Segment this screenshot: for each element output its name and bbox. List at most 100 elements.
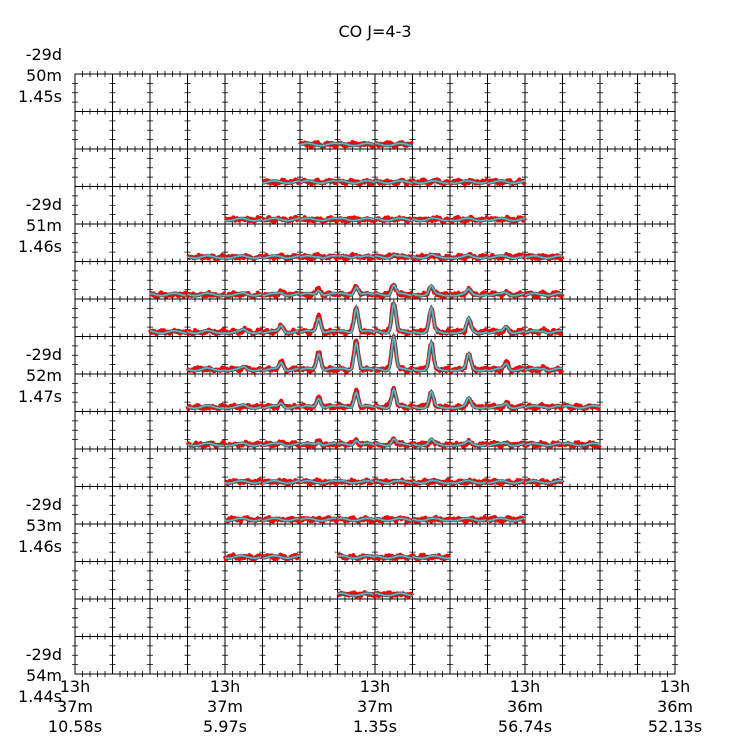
spectrum-panel <box>223 402 265 411</box>
model-spectrum-line <box>299 352 338 371</box>
model-spectrum-line <box>487 180 526 184</box>
model-spectrum-line <box>262 180 301 184</box>
model-spectrum-line <box>449 180 488 184</box>
spectrum-panel <box>485 359 527 374</box>
spectrum-panel <box>373 385 414 411</box>
model-spectrum-line <box>337 180 376 184</box>
model-spectrum-line <box>374 334 413 372</box>
x-tick-label: 10.58s <box>48 717 102 736</box>
spectrum-panel <box>298 438 339 449</box>
model-spectrum-line <box>337 592 376 597</box>
spectrum-panel <box>335 387 377 411</box>
spectrum-panel <box>410 177 452 187</box>
x-tick-label: 13h <box>210 677 241 696</box>
spectrum-panel <box>448 214 490 224</box>
model-spectrum-line <box>224 555 263 559</box>
spectrum-panel <box>523 289 565 299</box>
spectrum-panel <box>523 477 565 487</box>
x-tick-label: 13h <box>510 677 541 696</box>
model-spectrum-line <box>299 441 338 447</box>
model-spectrum-line <box>299 255 338 259</box>
model-spectrum-line <box>449 217 488 222</box>
spectrum-panel <box>260 552 302 562</box>
model-spectrum-line <box>412 284 451 297</box>
model-spectrum-line <box>299 397 338 409</box>
y-tick-label: -29d <box>26 45 62 64</box>
x-tick-label: 13h <box>60 677 91 696</box>
y-tick-label: 52m <box>26 366 62 385</box>
y-tick-label: 1.45s <box>18 87 62 106</box>
model-spectrum-outline <box>411 283 451 298</box>
grid-layer <box>72 71 678 677</box>
y-tick-label: -29d <box>26 345 62 364</box>
model-spectrum-line <box>299 289 338 297</box>
spectrum-panel <box>410 477 452 487</box>
spectrum-panel <box>486 289 527 299</box>
spectrum-panel <box>260 515 302 524</box>
x-tick-label: 5.97s <box>203 717 247 736</box>
spectrum-panel <box>335 437 377 449</box>
model-spectrum-line <box>262 324 301 335</box>
model-spectrum-line <box>449 479 488 484</box>
spectrum-panel <box>448 395 490 412</box>
model-spectrum-line <box>337 517 376 522</box>
model-spectrum-outline <box>337 304 376 335</box>
model-spectrum-line <box>337 555 376 559</box>
x-tick-label: 36m <box>657 697 693 716</box>
model-spectrum-line <box>487 291 526 297</box>
model-spectrum-line <box>374 180 413 184</box>
chart-title: CO J=4-3 <box>338 22 411 41</box>
spectrum-panel <box>486 214 527 224</box>
model-spectrum-line <box>524 480 563 484</box>
model-spectrum-line <box>374 592 413 597</box>
spectrum-panel <box>260 477 302 487</box>
spectrum-panel <box>373 552 414 562</box>
model-spectrum-line <box>449 440 488 447</box>
x-tick-label: 56.74s <box>498 717 552 736</box>
y-tick-label: -29d <box>26 195 62 214</box>
model-spectrum-line <box>412 253 451 259</box>
model-spectrum-line <box>412 180 451 184</box>
spectrum-panel <box>298 350 339 374</box>
y-tick-label: -29d <box>26 495 62 514</box>
spectrum-panel <box>410 437 452 450</box>
model-spectrum-line <box>187 292 226 297</box>
model-spectrum-line <box>487 517 526 522</box>
model-spectrum-line <box>412 555 451 559</box>
model-spectrum-line <box>337 340 376 371</box>
model-spectrum-line <box>374 517 413 522</box>
model-spectrum-outline <box>374 332 413 373</box>
spectrum-panel <box>298 515 340 524</box>
model-spectrum-line <box>337 142 376 147</box>
model-spectrum-line <box>299 480 338 484</box>
model-spectrum-line <box>412 438 451 447</box>
spectrum-panel <box>186 252 227 262</box>
spectra-layer <box>148 139 602 599</box>
spectrum-panel <box>186 327 227 337</box>
y-tick-label: 1.44s <box>18 687 62 706</box>
spectrum-panel <box>298 477 339 487</box>
model-spectrum-line <box>374 438 413 447</box>
model-spectrum-line <box>449 396 488 409</box>
model-spectrum-line <box>412 306 451 334</box>
spectrum-panel <box>410 388 452 411</box>
spectrum-panel <box>523 364 565 374</box>
model-spectrum-line <box>337 217 376 222</box>
model-spectrum-line <box>449 316 488 334</box>
spectrum-panel <box>373 177 415 187</box>
spectrum-panel <box>261 288 302 300</box>
model-spectrum-line <box>187 367 226 372</box>
y-tick-label: 51m <box>26 216 62 235</box>
model-spectrum-line <box>524 367 563 372</box>
model-spectrum-line <box>374 301 413 334</box>
x-tick-label: 52.13s <box>648 717 702 736</box>
spectrum-panel <box>298 140 340 149</box>
spectrum-panel <box>223 325 264 337</box>
spectrum-panel <box>373 140 414 149</box>
y-tick-label: 1.46s <box>18 237 62 256</box>
model-spectrum-line <box>374 555 413 559</box>
model-spectrum-line <box>412 517 451 522</box>
spectrum-panel <box>486 399 527 412</box>
model-spectrum-outline <box>374 385 413 410</box>
